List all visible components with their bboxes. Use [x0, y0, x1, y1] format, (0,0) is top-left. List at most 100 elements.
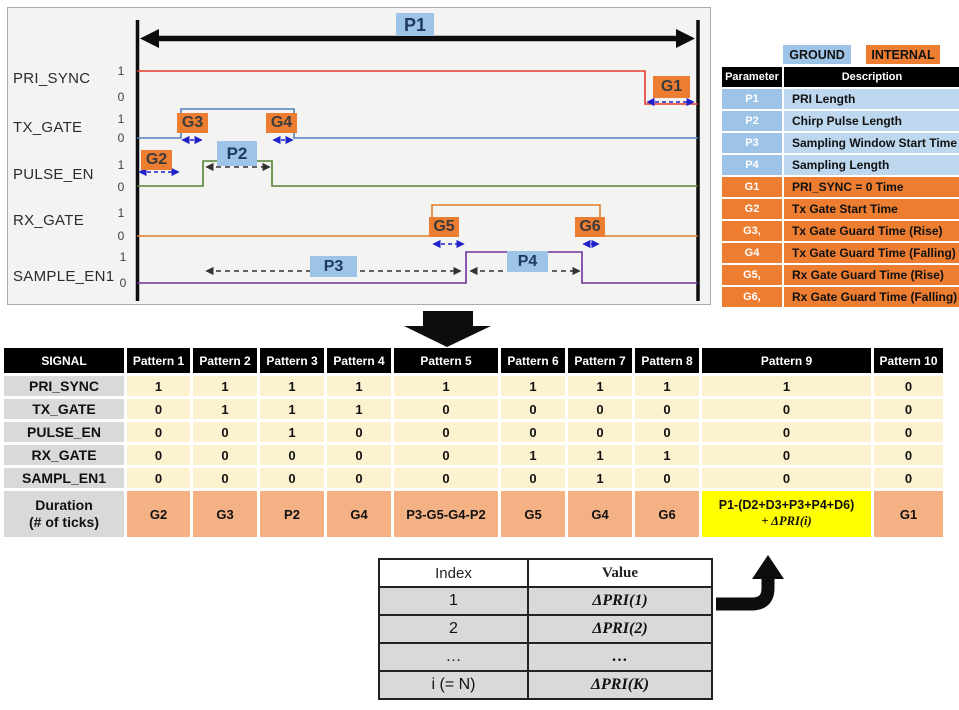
pattern-value-cell: 0 — [702, 445, 871, 465]
description-cell: Chirp Pulse Length — [784, 111, 959, 131]
tick-low-pulse-en: 0 — [117, 180, 125, 194]
pattern-value-cell: 1 — [260, 399, 324, 419]
pattern-signal-cell: PULSE_EN — [4, 422, 124, 442]
duration-cell: G6 — [635, 491, 699, 537]
pattern-value-cell: 1 — [501, 376, 565, 396]
pattern-value-cell: 0 — [193, 468, 257, 488]
down-block-arrow — [404, 311, 491, 347]
param-cell: P3 — [722, 133, 782, 153]
pattern-signal-cell: TX_GATE — [4, 399, 124, 419]
pattern-value-cell: 1 — [635, 376, 699, 396]
pattern-value-cell: 0 — [635, 468, 699, 488]
p1-label: P1 — [396, 13, 434, 36]
pattern-value-cell: 0 — [327, 468, 391, 488]
description-cell: PRI Length — [784, 89, 959, 109]
signal-label-tx-gate: TX_GATE — [13, 119, 83, 136]
pattern-signal-cell: SAMPL_EN1 — [4, 468, 124, 488]
pattern-value-cell: 1 — [568, 376, 632, 396]
pattern-header-1: Pattern 1 — [127, 348, 190, 373]
pattern-value-cell: 0 — [874, 399, 943, 419]
elbow-arrow-shaft — [716, 578, 775, 611]
tick-high-rx-gate: 1 — [117, 206, 125, 220]
param-cell: P2 — [722, 111, 782, 131]
param-cell: G2 — [722, 199, 782, 219]
pattern-value-cell: 0 — [394, 399, 498, 419]
pattern-value-cell: 0 — [874, 422, 943, 442]
description-cell: Rx Gate Guard Time (Falling) — [784, 287, 959, 307]
pattern-value-cell: 0 — [260, 468, 324, 488]
pattern-header-6: Pattern 6 — [501, 348, 565, 373]
pattern-value-cell: 1 — [635, 445, 699, 465]
pattern-value-cell: 0 — [874, 468, 943, 488]
pattern-value-cell: 0 — [327, 445, 391, 465]
pattern-value-cell: 1 — [260, 376, 324, 396]
pattern-header-10: Pattern 10 — [874, 348, 943, 373]
pattern-header-2: Pattern 2 — [193, 348, 257, 373]
signal-label-pri-sync: PRI_SYNC — [13, 70, 91, 87]
pattern-value-cell: 0 — [702, 422, 871, 442]
description-cell: Tx Gate Guard Time (Falling) — [784, 243, 959, 263]
signal-label-rx-gate: RX_GATE — [13, 212, 85, 229]
pattern-value-cell: 0 — [874, 445, 943, 465]
pattern-signal-cell: PRI_SYNC — [4, 376, 124, 396]
param-table-header-description: Description — [784, 67, 959, 87]
p3-label: P3 — [310, 256, 357, 277]
description-cell: Sampling Window Start Time — [784, 133, 959, 153]
waveform-panel — [7, 7, 711, 305]
index-cell: 1 — [380, 588, 527, 614]
index-table-header-value: Value — [529, 560, 711, 586]
pattern-value-cell: 0 — [501, 422, 565, 442]
duration-cell: G2 — [127, 491, 190, 537]
pattern-value-cell: 1 — [702, 376, 871, 396]
duration-label-cell: Duration (# of ticks) — [4, 491, 124, 537]
g4-label: G4 — [266, 113, 297, 133]
index-table-header-index: Index — [380, 560, 527, 586]
duration-cell: P2 — [260, 491, 324, 537]
param-cell: P1 — [722, 89, 782, 109]
value-cell: ΔPRI(1) — [529, 588, 711, 614]
pattern-value-cell: 0 — [568, 422, 632, 442]
tick-high-pri-sync: 1 — [117, 64, 125, 78]
pattern-value-cell: 1 — [193, 399, 257, 419]
duration-cell: G4 — [327, 491, 391, 537]
index-table: Index Value 1 ΔPRI(1) 2 ΔPRI(2)…… i (= N) ΔPRI(… — [378, 558, 713, 700]
pattern-value-cell: 0 — [394, 445, 498, 465]
pattern-value-cell: 0 — [260, 445, 324, 465]
tick-high-tx-gate: 1 — [117, 112, 125, 126]
pattern-value-cell: 0 — [127, 445, 190, 465]
g1-label: G1 — [653, 76, 690, 98]
elbow-arrowhead-up — [752, 555, 784, 579]
index-cell: … — [380, 644, 527, 670]
pattern-header-8: Pattern 8 — [635, 348, 699, 373]
pattern-value-cell: 0 — [635, 422, 699, 442]
tick-high-pulse-en: 1 — [117, 158, 125, 172]
p4-label: P4 — [507, 251, 548, 272]
g2-label: G2 — [141, 150, 172, 170]
pattern-value-cell: 0 — [327, 422, 391, 442]
pattern-header-9: Pattern 9 — [702, 348, 871, 373]
signal-label-sample-en1: SAMPLE_EN1 — [13, 268, 115, 285]
tick-low-tx-gate: 0 — [117, 131, 125, 145]
tick-low-pri-sync: 0 — [117, 90, 125, 104]
duration-cell: G1 — [874, 491, 943, 537]
pattern-value-cell: 0 — [501, 468, 565, 488]
pattern-value-cell: 0 — [127, 399, 190, 419]
tick-low-rx-gate: 0 — [117, 229, 125, 243]
duration-cell: P3-G5-G4-P2 — [394, 491, 498, 537]
description-cell: PRI_SYNC = 0 Time — [784, 177, 959, 197]
pattern-value-cell: 1 — [501, 445, 565, 465]
value-cell: … — [529, 644, 711, 670]
g3-label: G3 — [177, 113, 208, 133]
tick-low-sample-en1: 0 — [119, 276, 127, 290]
description-cell: Tx Gate Guard Time (Rise) — [784, 221, 959, 241]
pattern-value-cell: 0 — [702, 399, 871, 419]
value-cell: ΔPRI(K) — [529, 672, 711, 698]
pattern-value-cell: 1 — [127, 376, 190, 396]
param-cell: G1 — [722, 177, 782, 197]
pattern-value-cell: 1 — [193, 376, 257, 396]
description-cell: Rx Gate Guard Time (Rise) — [784, 265, 959, 285]
pattern-header-7: Pattern 7 — [568, 348, 632, 373]
tick-high-sample-en1: 1 — [119, 250, 127, 264]
param-cell: G3, — [722, 221, 782, 241]
g5-label: G5 — [429, 217, 459, 237]
